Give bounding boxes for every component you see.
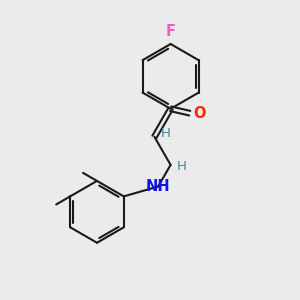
Text: H: H [177,160,187,173]
Text: O: O [193,106,206,121]
Text: F: F [166,24,176,39]
Text: H: H [160,127,170,140]
Text: NH: NH [146,179,170,194]
